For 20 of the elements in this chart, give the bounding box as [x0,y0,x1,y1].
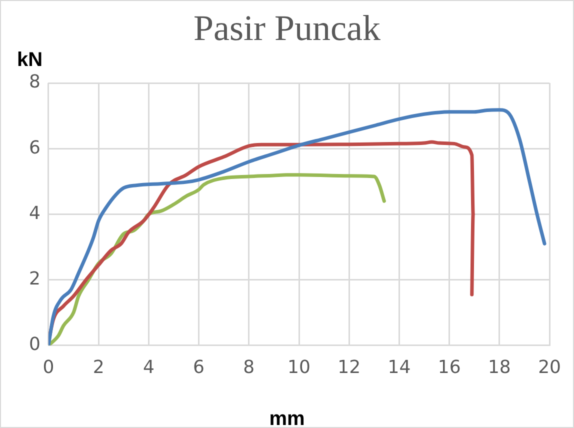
line-series [48,108,546,346]
x-tick-label: 10 [288,356,310,378]
chart-title: Pasir Puncak [192,7,382,49]
x-tick-label: 2 [92,356,104,378]
x-tick-label: 16 [438,356,461,378]
x-tick-label: 14 [388,356,411,378]
y-tick-label: 4 [29,202,40,224]
y-tick-label: 8 [29,72,40,93]
y-axis-title: kN [17,49,43,72]
x-tick-label: 8 [243,356,255,378]
x-tick-label: 20 [538,356,561,378]
y-tick-label: 6 [29,137,40,158]
x-tick-label: 6 [193,356,205,378]
y-tick-label: 0 [29,334,40,356]
x-tick-label: 4 [142,356,154,378]
x-axis-title: mm [268,408,306,428]
y-tick-label: 2 [29,268,40,290]
x-tick-label: 0 [42,356,54,378]
x-tick-label: 18 [488,356,511,378]
x-tick-label: 12 [338,356,361,378]
